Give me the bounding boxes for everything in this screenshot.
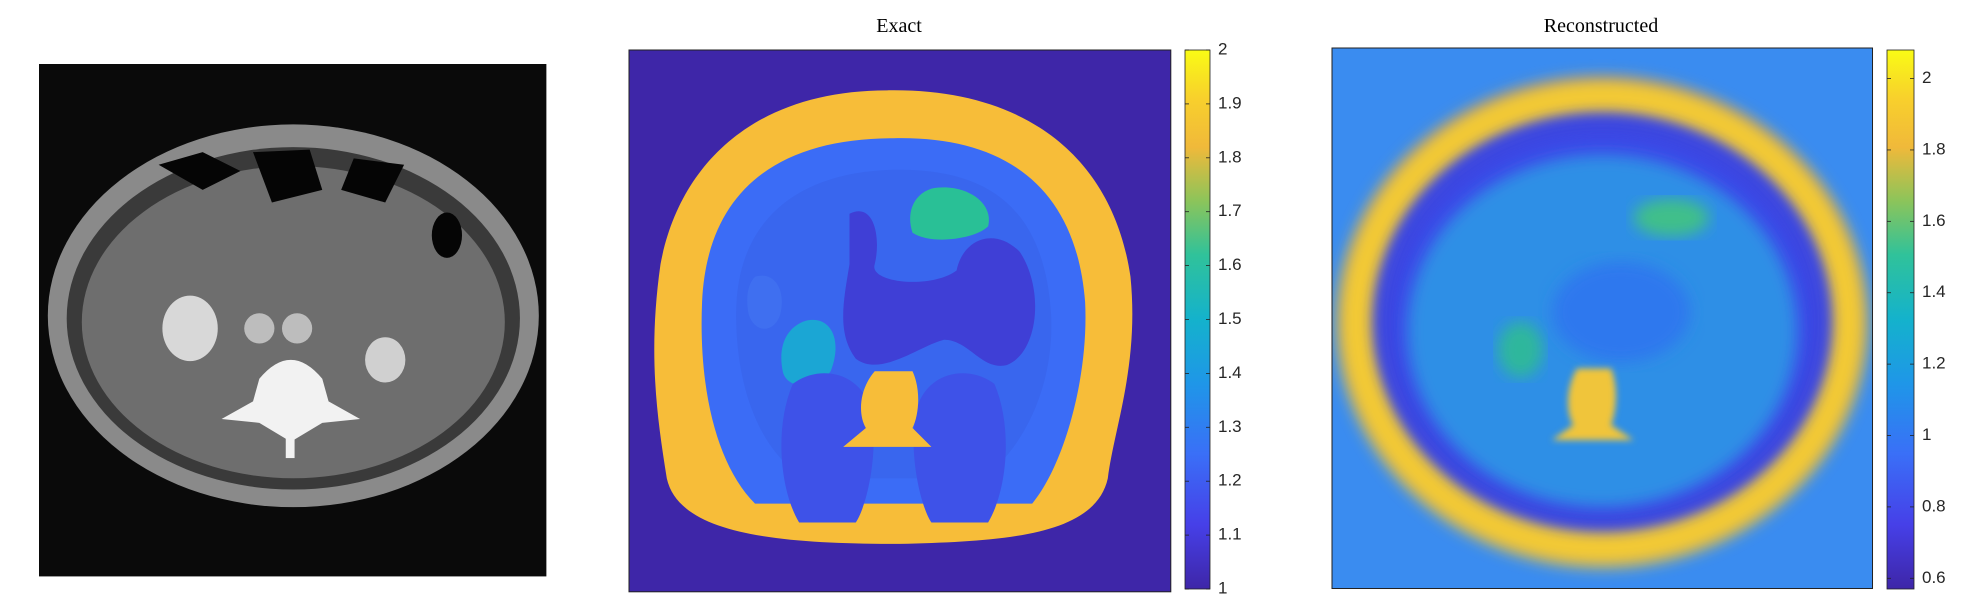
panel-title: Reconstructed xyxy=(1544,15,1658,37)
colorbar-tick-label: 1.4 xyxy=(1922,282,1946,301)
colorbar-tick-label: 1.7 xyxy=(1218,201,1242,220)
colorbar-tick-label: 1.9 xyxy=(1218,93,1242,112)
colorbar-tick-label: 1.6 xyxy=(1922,211,1946,230)
reconstructed-image xyxy=(1331,47,1874,590)
colorbar xyxy=(1184,49,1211,590)
colorbar-tick-label: 1.8 xyxy=(1922,139,1946,158)
colorbar-tick-label: 1.2 xyxy=(1922,354,1946,373)
colorbar-tick-label: 0.8 xyxy=(1922,496,1946,515)
exact-image xyxy=(628,49,1172,593)
panel-title: Exact xyxy=(876,15,922,37)
colorbar-tick-label: 1.1 xyxy=(1218,525,1242,544)
ct-image xyxy=(39,64,547,577)
colorbar-tick-label: 1 xyxy=(1218,578,1227,597)
colorbar-tick-label: 1.3 xyxy=(1218,417,1242,436)
colorbar-tick-label: 1.6 xyxy=(1218,255,1242,274)
colorbar-tick-label: 1.2 xyxy=(1218,471,1242,490)
colorbar xyxy=(1886,49,1915,590)
colorbar-tick-label: 1.8 xyxy=(1218,147,1242,166)
colorbar-tick-label: 0.6 xyxy=(1922,568,1946,587)
colorbar-tick-label: 2 xyxy=(1922,68,1931,87)
colorbar-tick-label: 2 xyxy=(1218,39,1227,58)
colorbar-tick-label: 1 xyxy=(1922,425,1931,444)
colorbar-tick-label: 1.5 xyxy=(1218,309,1242,328)
colorbar-tick-label: 1.4 xyxy=(1218,363,1242,382)
